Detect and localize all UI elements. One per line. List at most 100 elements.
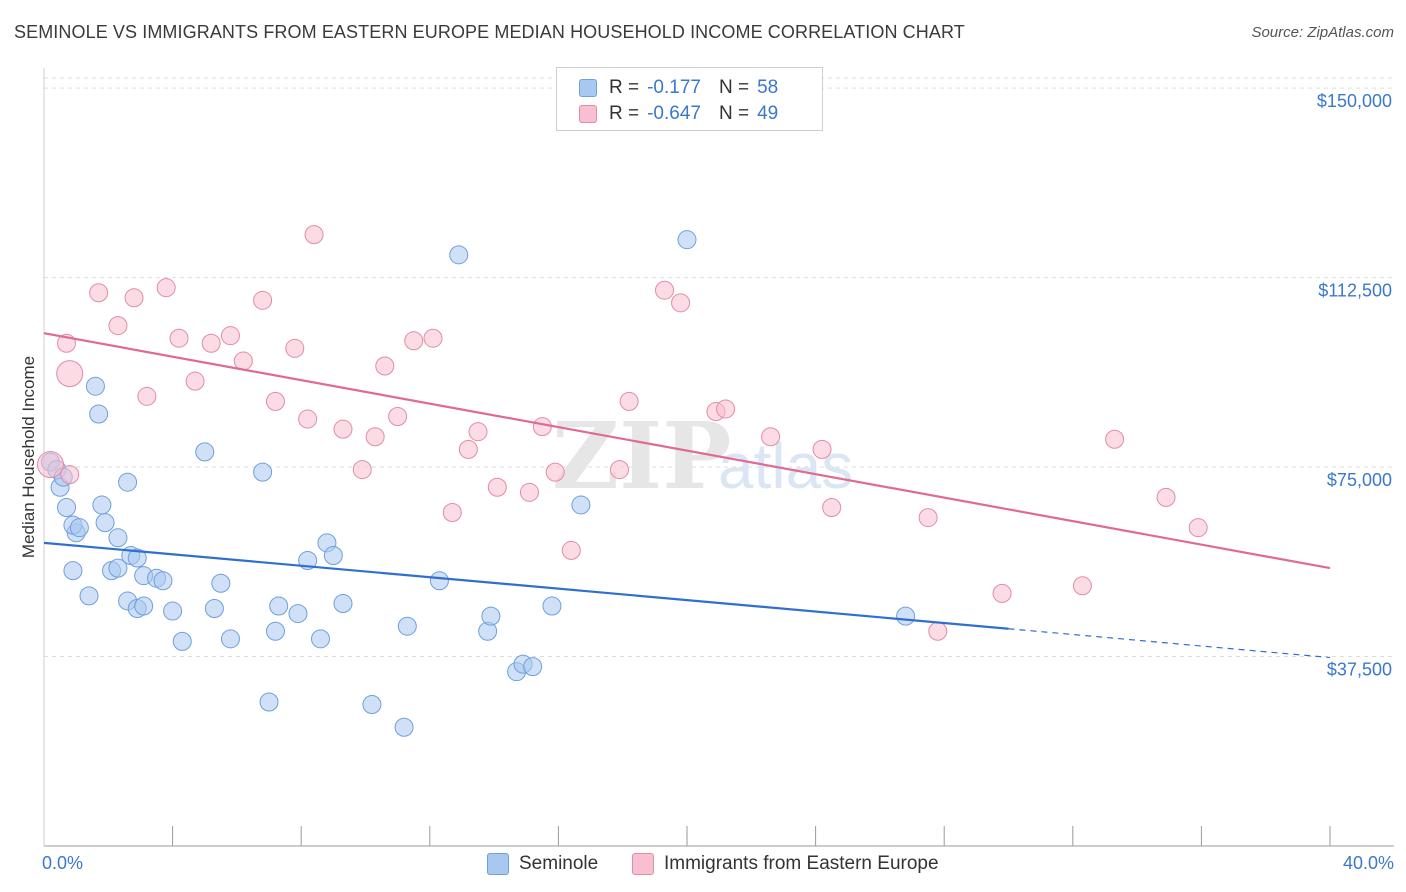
bottom-legend-swatch-seminole (487, 853, 509, 875)
point-seminole (153, 571, 173, 591)
bottom-legend-label-eastern-europe: Immigrants from Eastern Europe (664, 853, 939, 874)
point-eastern-europe (201, 333, 221, 353)
point-eastern-europe (1156, 487, 1176, 507)
point-seminole (57, 497, 77, 517)
point-seminole (204, 599, 224, 619)
point-eastern-europe (220, 326, 240, 346)
point-eastern-europe (918, 508, 938, 528)
point-seminole (333, 593, 353, 613)
point-eastern-europe (156, 278, 176, 298)
trend-line-seminole (43, 541, 1009, 630)
point-seminole (362, 695, 382, 715)
point-eastern-europe (992, 583, 1012, 603)
point-eastern-europe (1105, 429, 1125, 449)
point-seminole (288, 604, 308, 624)
point-seminole (323, 545, 343, 565)
point-eastern-europe (619, 391, 639, 411)
point-seminole (163, 601, 183, 621)
point-seminole (571, 495, 591, 515)
point-eastern-europe (532, 417, 552, 437)
point-seminole (397, 616, 417, 636)
point-seminole (220, 629, 240, 649)
point-seminole (172, 631, 192, 651)
legend-row-eastern-europe: R = -0.647 N = 49 (579, 102, 778, 126)
point-eastern-europe (253, 290, 273, 310)
point-eastern-europe (1188, 518, 1208, 538)
legend-row-seminole: R = -0.177 N = 58 (579, 76, 778, 100)
trend-line-seminole-extension (1008, 628, 1331, 659)
point-seminole (134, 596, 154, 616)
trend-line-eastern-europe (43, 332, 1331, 570)
point-seminole (253, 462, 273, 482)
point-seminole (211, 573, 231, 593)
source-credit: Source: ZipAtlas.com (1251, 24, 1394, 41)
bottom-legend-eastern-europe: Immigrants from Eastern Europe (632, 852, 939, 876)
bottom-legend-seminole: Seminole (487, 852, 598, 876)
y-tick-label: $112,500 (1318, 281, 1392, 301)
point-seminole (195, 442, 215, 462)
point-seminole (108, 558, 128, 578)
legend-n-value: 49 (757, 103, 779, 124)
legend-swatch-seminole (579, 79, 597, 97)
chart-title: SEMINOLE VS IMMIGRANTS FROM EASTERN EURO… (14, 22, 965, 42)
point-seminole (259, 692, 279, 712)
point-seminole (677, 230, 697, 250)
watermark: ZIP atlas (552, 402, 853, 510)
point-seminole (394, 717, 414, 737)
point-eastern-europe (812, 439, 832, 459)
point-eastern-europe (108, 316, 128, 336)
watermark-atlas: atlas (718, 430, 853, 502)
point-eastern-europe (185, 371, 205, 391)
point-eastern-europe (671, 293, 691, 313)
point-eastern-europe (761, 427, 781, 447)
x-tick-labels: 0.0% 40.0% (42, 853, 1394, 873)
point-seminole (95, 513, 115, 533)
point-eastern-europe (333, 419, 353, 439)
point-eastern-europe (365, 427, 385, 447)
point-seminole (896, 606, 916, 626)
point-eastern-europe (545, 462, 565, 482)
point-seminole (69, 518, 89, 538)
y-tick-label: $75,000 (1327, 470, 1392, 490)
point-eastern-europe (822, 497, 842, 517)
point-eastern-europe (56, 360, 84, 388)
point-seminole (79, 586, 99, 606)
point-eastern-europe (519, 482, 539, 502)
legend-r-value: -0.177 (647, 77, 701, 98)
legend-n-value: 58 (757, 77, 779, 98)
legend-n-label: N = (718, 103, 750, 124)
point-eastern-europe (352, 460, 372, 480)
legend-r-label: R = (609, 77, 640, 98)
point-seminole (63, 561, 83, 581)
point-seminole (127, 548, 147, 568)
point-eastern-europe (561, 540, 581, 560)
bottom-legend-swatch-eastern-europe (632, 853, 654, 875)
point-seminole (108, 528, 128, 548)
x-tick-label: 40.0% (1343, 853, 1394, 873)
legend-swatch-eastern-europe (579, 105, 597, 123)
watermark-zip: ZIP (552, 402, 731, 510)
point-eastern-europe (654, 280, 674, 300)
point-eastern-europe (304, 225, 324, 245)
point-seminole (85, 376, 105, 396)
point-eastern-europe (298, 409, 318, 429)
y-axis-label: Median Household Income (19, 356, 38, 558)
point-eastern-europe (233, 351, 253, 371)
point-eastern-europe (609, 460, 629, 480)
point-eastern-europe (423, 328, 443, 348)
y-tick-label: $37,500 (1327, 660, 1392, 680)
point-eastern-europe (265, 391, 285, 411)
series-eastern-europe (36, 225, 1208, 641)
point-eastern-europe (404, 331, 424, 351)
point-seminole (481, 606, 501, 626)
point-eastern-europe (716, 399, 736, 419)
stats-legend: R = -0.177 N = 58 R = -0.647 N = 49 (556, 67, 823, 131)
y-tick-labels: $37,500 $75,000 $112,500 $150,000 (1317, 91, 1392, 679)
point-eastern-europe (285, 338, 305, 358)
point-eastern-europe (89, 283, 109, 303)
point-eastern-europe (458, 439, 478, 459)
x-minor-ticks (172, 826, 1331, 846)
y-tick-label: $150,000 (1317, 91, 1392, 111)
legend-r-label: R = (609, 103, 640, 124)
